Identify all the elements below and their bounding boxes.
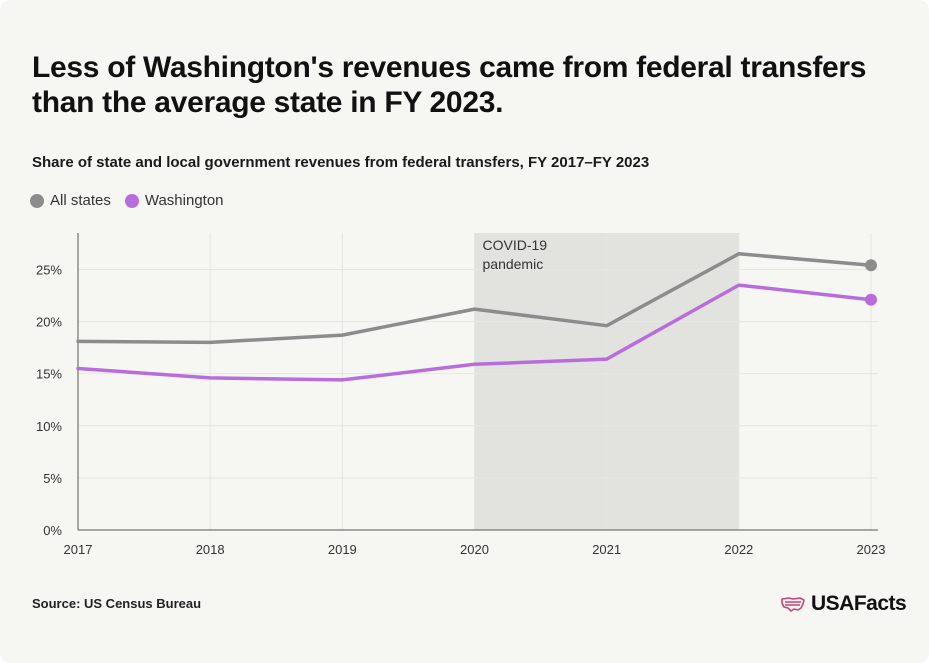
x-tick-label: 2020: [460, 542, 489, 557]
x-tick-label: 2019: [328, 542, 357, 557]
series-line-all-states: [76, 252, 873, 345]
x-tick-label: 2021: [592, 542, 621, 557]
usafacts-logo: USAFacts: [780, 592, 907, 616]
series-endpoint-washington: [865, 293, 877, 306]
x-tick-label: 2017: [64, 542, 93, 557]
y-tick-label: 15%: [36, 367, 62, 382]
series-line-washington: [76, 283, 873, 382]
legend-item-all-states: All states: [30, 192, 111, 209]
x-tick-label: 2022: [724, 542, 753, 557]
brand-name: USAFacts: [811, 592, 907, 615]
series-endpoint-all-states: [865, 259, 877, 272]
legend-swatch-all-states: [30, 193, 44, 208]
chart-subtitle: Share of state and local government reve…: [32, 154, 650, 171]
source-note: Source: US Census Bureau: [32, 596, 202, 611]
y-tick-label: 20%: [36, 315, 62, 330]
x-tick-label: 2018: [196, 542, 225, 557]
chart-title: Less of Washington's revenues came from …: [32, 51, 867, 119]
us-flag-map-icon: [781, 597, 805, 612]
chart-legend: All states Washington: [30, 192, 224, 209]
legend-label-washington: Washington: [144, 192, 224, 209]
y-tick-label: 10%: [36, 419, 62, 434]
annotation-label-line2: pandemic: [483, 256, 544, 272]
annotation-label-line1: COVID-19: [483, 237, 548, 253]
x-tick-label: 2023: [857, 542, 886, 557]
y-tick-label: 25%: [36, 262, 62, 277]
y-tick-label: 5%: [43, 471, 62, 486]
legend-label-all-states: All states: [50, 192, 111, 209]
legend-item-washington: Washington: [124, 192, 224, 209]
legend-swatch-washington: [124, 193, 139, 208]
y-tick-label: 0%: [43, 523, 62, 538]
